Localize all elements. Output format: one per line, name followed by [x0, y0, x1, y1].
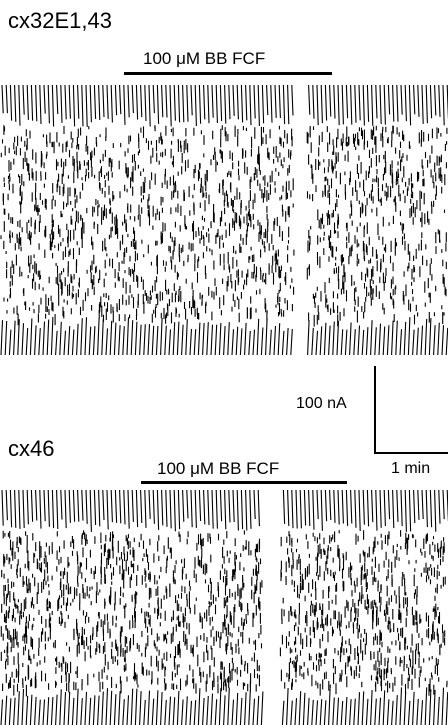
treatment-label-bottom: 100 μM BB FCF — [157, 459, 280, 478]
trace-top-spikes — [0, 85, 448, 355]
scale-bar-time-label: 1 min — [391, 460, 431, 477]
treatment-bar-top — [124, 72, 332, 75]
scale-bar-horizontal — [374, 452, 448, 454]
scale-bar-current-label: 100 nA — [296, 395, 347, 412]
panel-title-cx32e1-43: cx32E1,43 — [8, 8, 112, 33]
trace-bottom-spikes — [0, 490, 448, 725]
scale-bar-vertical — [374, 366, 376, 454]
panel-title-cx46: cx46 — [8, 436, 55, 461]
treatment-label-top: 100 μM BB FCF — [143, 49, 266, 68]
current-trace-top — [0, 85, 448, 355]
current-trace-bottom — [0, 490, 448, 725]
treatment-bar-bottom — [141, 481, 347, 484]
